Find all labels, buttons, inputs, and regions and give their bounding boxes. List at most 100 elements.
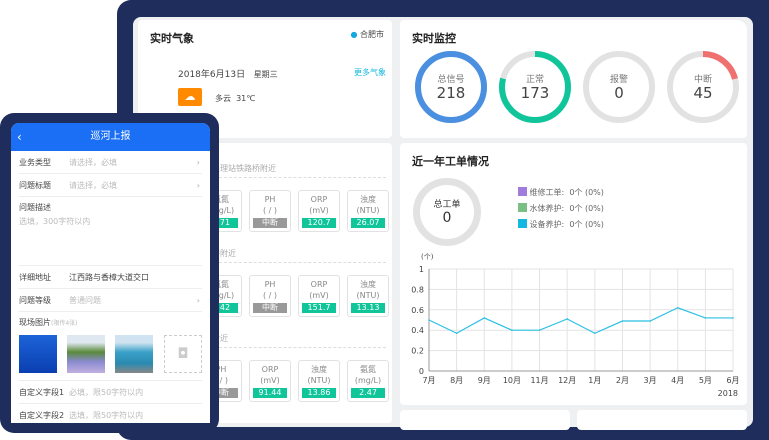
metric-value: 151.7 [302, 303, 336, 313]
weather-date: 2018年6月13日 [178, 70, 246, 80]
metric-unit: (mg/L) [207, 291, 235, 300]
x-tick-label: 11月 [530, 376, 548, 385]
y-tick-label: 1 [419, 265, 424, 274]
bottom-card-right [577, 410, 747, 430]
metric-value: 中断 [204, 388, 238, 398]
x-tick-label: 4月 [671, 376, 684, 385]
bottom-card-left [400, 410, 570, 430]
chevron-right-icon: › [196, 158, 200, 167]
metric-name: 氨氮 [213, 280, 229, 289]
legend-value: 0个 (0%) [569, 188, 604, 197]
station-name: …桥附近 [204, 249, 236, 258]
metric-unit: ( / ) [262, 206, 278, 215]
water-quality-card: …处理站铁路桥附近 氨氮 (mg/L) …71 PH ( / ) 中断 ORP (mV) 120.… [198, 143, 392, 423]
field-placeholder: 普通问题 [69, 296, 101, 305]
legend-item: 水体养护: 0个 (0%) [518, 203, 604, 219]
monitor-ring: 正常 173 [498, 50, 572, 124]
metric-unit: (NTU) [356, 291, 380, 300]
metric-card[interactable]: 浊度 (NTU) 13.13 [347, 275, 389, 317]
field-placeholder: 选填，限50字符以内 [69, 411, 144, 420]
x-tick-label: 1月 [588, 376, 601, 385]
y-tick-label: 0.2 [411, 347, 424, 356]
data-point [594, 332, 596, 335]
photo-thumbnail[interactable] [115, 335, 153, 373]
ring-label: 总信号 [437, 75, 465, 85]
location-pin-icon: ● [350, 30, 358, 39]
add-photo-camera-icon[interactable]: ◘ [164, 335, 202, 373]
metric-value: 中断 [253, 303, 287, 313]
x-tick-label: 5月 [699, 376, 712, 385]
metric-card[interactable]: ORP (mV) 91.44 [249, 360, 291, 402]
photo-thumbnail[interactable] [19, 335, 57, 373]
data-point [511, 329, 513, 331]
x-tick-label: 10月 [503, 376, 521, 385]
metric-card[interactable]: 浊度 (NTU) 13.86 [298, 360, 340, 402]
metric-card[interactable]: ORP (mV) 120.7 [298, 190, 340, 232]
chevron-right-icon: › [196, 181, 200, 190]
x-tick-label: 3月 [644, 376, 657, 385]
x-tick-label: 7月 [422, 376, 435, 385]
location-text: 合肥市 [360, 30, 384, 39]
ring-label: 正常 [525, 75, 544, 85]
field-issue-level[interactable]: 问题等级 普通问题 › [19, 289, 202, 312]
photos-hint: (限传4张) [51, 320, 78, 327]
divider [204, 347, 386, 348]
x-tick-label: 9月 [478, 376, 491, 385]
data-point [428, 319, 430, 321]
data-point [649, 320, 651, 322]
metric-value: …71 [204, 218, 238, 228]
data-point [732, 317, 734, 319]
monitor-ring: 报警 0 [582, 50, 656, 124]
metric-card[interactable]: PH ( / ) 中断 [249, 190, 291, 232]
metric-card[interactable]: 氨氮 (mg/L) 2.47 [347, 360, 389, 402]
work-order-card: 近一年工单情况 总工单 0 维修工单: 0个 (0%) 水体养护: 0个 (0%… [400, 143, 747, 405]
photo-thumbnail[interactable] [67, 335, 105, 373]
metric-name: 氨氮 [213, 195, 229, 204]
metric-unit: (mg/L) [354, 376, 382, 385]
more-weather-link[interactable]: 更多气象 [354, 68, 386, 77]
metric-name: ORP [310, 280, 328, 289]
legend-item: 设备养护: 0个 (0%) [518, 219, 604, 235]
field-description[interactable]: 问题描述 选填，300字符以内 [19, 197, 202, 266]
metric-value: 13.13 [351, 303, 385, 313]
field-label: 详细地址 [19, 273, 51, 282]
data-point [566, 318, 568, 320]
orders-title: 近一年工单情况 [412, 155, 489, 168]
data-point [676, 306, 679, 309]
address-value: 江西路与香樟大道交口 [69, 273, 149, 282]
monitor-card: 实时监控 总信号 218 正常 173 报警 0 中断 45 [400, 20, 747, 138]
divider [204, 262, 386, 263]
field-custom-2[interactable]: 自定义字段2 选填，限50字符以内 [19, 404, 202, 423]
total-orders-label: 总工单 [433, 200, 461, 210]
monitor-title: 实时监控 [412, 32, 456, 45]
x-tick-label: 8月 [450, 376, 463, 385]
metric-unit: ( / ) [213, 376, 229, 385]
metric-value: 120.7 [302, 218, 336, 228]
metric-card[interactable]: ORP (mV) 151.7 [298, 275, 340, 317]
legend-swatch [518, 219, 527, 228]
divider [204, 177, 386, 178]
phone-header: ‹ 巡河上报 [11, 123, 210, 151]
data-point [621, 320, 624, 322]
ring-label: 报警 [609, 75, 628, 85]
field-placeholder: 必填，限50字符以内 [69, 388, 144, 397]
metric-card[interactable]: 浊度 (NTU) 26.07 [347, 190, 389, 232]
field-issue-title[interactable]: 问题标题 请选择，必填 › [19, 174, 202, 197]
metric-card[interactable]: PH ( / ) 中断 [249, 275, 291, 317]
field-label: 业务类型 [19, 158, 51, 167]
total-orders-ring: 总工单 0 [413, 178, 481, 246]
photos-label: 现场图片 [19, 318, 51, 327]
location[interactable]: ● 合肥市 [350, 29, 384, 40]
line-chart: 0 0.2 0.4 0.6 0.8 1 7月 8月 9月 10月 11月 12月 1月 2月 3月 4月 5月 6… [411, 253, 739, 398]
x-tick-label: 12月 [558, 376, 576, 385]
partly-cloudy-icon: ☁ [178, 88, 202, 106]
field-custom-1[interactable]: 自定义字段1 必填，限50字符以内 [19, 381, 202, 404]
patrol-report-form: ‹ 巡河上报 业务类型 请选择，必填 › 问题标题 请选择，必填 › 问题描述 选填，30… [11, 123, 210, 423]
metric-unit: (mV) [309, 291, 329, 300]
field-business-type[interactable]: 业务类型 请选择，必填 › [19, 151, 202, 174]
data-point [704, 317, 707, 319]
back-icon[interactable]: ‹ [17, 130, 22, 144]
field-address[interactable]: 详细地址 江西路与香樟大道交口 [19, 266, 202, 289]
legend-swatch [518, 203, 527, 212]
field-label: 自定义字段2 [19, 411, 65, 420]
